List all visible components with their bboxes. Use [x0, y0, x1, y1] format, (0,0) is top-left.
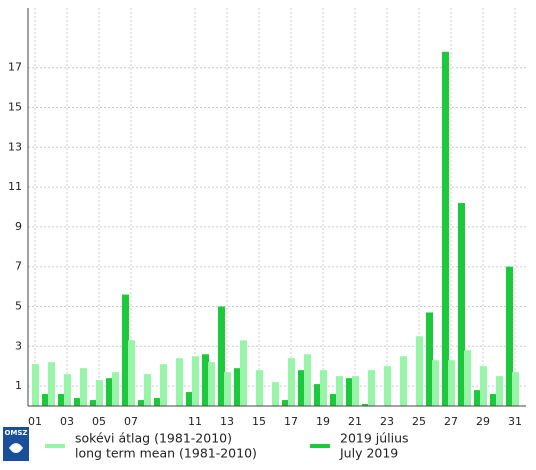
bar	[298, 370, 305, 406]
bar	[432, 360, 439, 406]
bar	[314, 384, 321, 406]
x-tick-label: 01	[28, 415, 42, 428]
legend: sokévi átlag (1981-2010)long term mean (…	[45, 431, 409, 461]
bar	[496, 376, 503, 406]
bar	[80, 368, 87, 406]
y-tick-label: 7	[15, 260, 22, 273]
bar	[330, 394, 337, 406]
bar	[106, 378, 113, 406]
x-tick-label: 25	[412, 415, 426, 428]
bar	[122, 294, 129, 406]
bar	[416, 336, 423, 406]
y-tick-label: 13	[8, 140, 22, 153]
x-tick-label: 17	[284, 415, 298, 428]
bar	[474, 390, 481, 406]
bar	[352, 376, 359, 406]
bar	[346, 378, 353, 406]
x-tick-label: 13	[220, 415, 234, 428]
bar	[362, 404, 369, 406]
bar	[48, 362, 55, 406]
legend-label-en: July 2019	[339, 446, 398, 461]
bar	[176, 358, 183, 406]
x-tick-label: 29	[476, 415, 490, 428]
bar	[448, 360, 455, 406]
x-tick-label: 31	[508, 415, 522, 428]
bar	[256, 370, 263, 406]
bar	[58, 394, 65, 406]
bar	[400, 356, 407, 406]
bar	[480, 366, 487, 406]
bar	[32, 364, 39, 406]
bar	[240, 340, 247, 406]
logo-shape	[9, 443, 23, 453]
bar	[154, 398, 161, 406]
bar	[144, 374, 151, 406]
x-tick-label: 03	[60, 415, 74, 428]
bar	[304, 354, 311, 406]
bar	[512, 372, 519, 406]
bar	[96, 380, 103, 406]
bar	[186, 392, 193, 406]
bar	[74, 398, 81, 406]
x-tick-label: 07	[124, 415, 138, 428]
y-tick-label: 3	[15, 339, 22, 352]
logo: OMSZ	[3, 427, 29, 461]
bar	[218, 306, 225, 406]
bar	[458, 203, 465, 406]
bar	[42, 394, 49, 406]
bar	[490, 394, 497, 406]
bar	[336, 376, 343, 406]
x-tick-label: 15	[252, 415, 266, 428]
legend-label-en: long term mean (1981-2010)	[75, 446, 257, 461]
bar	[224, 372, 231, 406]
bar	[464, 350, 471, 406]
bar	[320, 370, 327, 406]
x-tick-label: 11	[188, 415, 202, 428]
y-tick-label: 17	[8, 61, 22, 74]
x-tick-label: 27	[444, 415, 458, 428]
legend-label: sokévi átlag (1981-2010)	[75, 431, 232, 446]
bar	[202, 354, 209, 406]
x-tick-label: 05	[92, 415, 106, 428]
bar	[112, 372, 119, 406]
bar	[208, 362, 215, 406]
x-tick-label: 19	[316, 415, 330, 428]
bar	[234, 368, 241, 406]
bar	[288, 358, 295, 406]
y-tick-label: 11	[8, 180, 22, 193]
bar	[384, 366, 391, 406]
bar	[90, 400, 97, 406]
bar	[426, 312, 433, 406]
bar	[192, 356, 199, 406]
y-tick-label: 1	[15, 379, 22, 392]
legend-label: 2019 július	[340, 431, 409, 446]
bar	[442, 51, 449, 406]
bar	[160, 364, 167, 406]
bar	[128, 340, 135, 406]
x-tick-label: 21	[348, 415, 362, 428]
y-tick-label: 9	[15, 220, 22, 233]
bar	[282, 400, 289, 406]
y-tick-label: 5	[15, 300, 22, 313]
bar	[506, 266, 513, 406]
x-tick-label: 23	[380, 415, 394, 428]
bar	[138, 400, 145, 406]
y-tick-label: 15	[8, 101, 22, 114]
bar	[368, 370, 375, 406]
bar	[272, 382, 279, 406]
bar	[64, 374, 71, 406]
logo-text: OMSZ	[4, 429, 27, 437]
